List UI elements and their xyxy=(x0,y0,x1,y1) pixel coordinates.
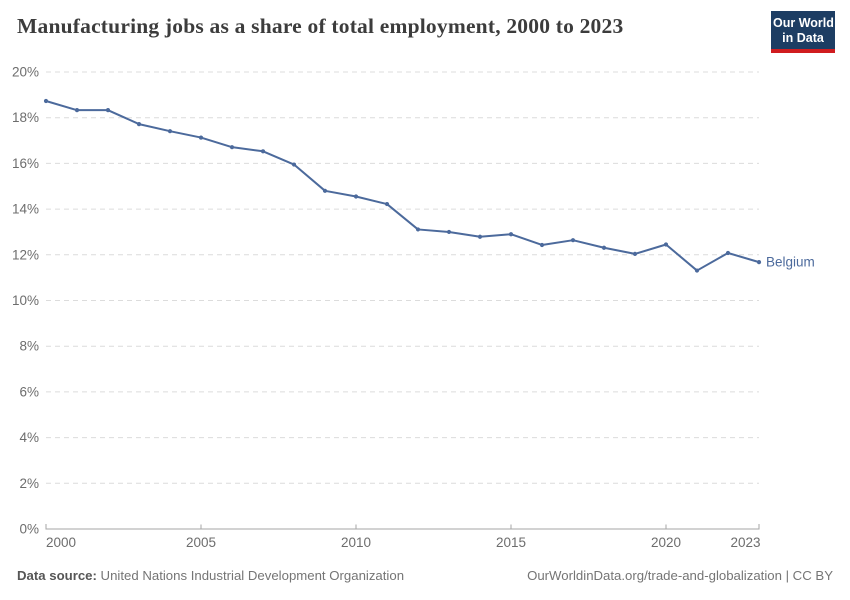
data-point xyxy=(260,149,266,154)
data-point xyxy=(167,129,173,134)
owid-logo-line2: in Data xyxy=(782,30,824,45)
x-axis-tick-label: 2000 xyxy=(46,535,76,550)
x-axis-tick-label: 2020 xyxy=(651,535,681,550)
data-point xyxy=(570,238,576,243)
data-point xyxy=(198,135,204,140)
chart-footer: Data source: United Nations Industrial D… xyxy=(17,568,833,583)
x-axis-tick-label: 2005 xyxy=(186,535,216,550)
data-point xyxy=(136,121,142,127)
data-point xyxy=(415,227,421,232)
series-line xyxy=(45,100,760,272)
data-point xyxy=(663,242,669,247)
y-axis-tick-label: 18% xyxy=(12,110,39,125)
data-source-label: Data source: xyxy=(17,568,97,583)
owid-logo[interactable]: Our World in Data xyxy=(771,11,835,53)
y-axis-tick-label: 20% xyxy=(12,65,39,80)
data-point xyxy=(105,108,111,113)
series-end-label: Belgium xyxy=(766,255,815,270)
owid-logo-line1: Our World xyxy=(773,16,834,30)
page-title: Manufacturing jobs as a share of total e… xyxy=(17,14,624,38)
y-axis-tick-label: 4% xyxy=(19,430,39,445)
data-point xyxy=(601,245,607,250)
credit-link[interactable]: OurWorldinData.org/trade-and-globalizati… xyxy=(527,568,833,583)
data-source: Data source: United Nations Industrial D… xyxy=(17,568,404,583)
data-point xyxy=(508,232,514,237)
x-axis-tick-label: 2010 xyxy=(341,535,371,550)
data-point xyxy=(756,260,762,265)
data-point xyxy=(725,250,731,256)
x-axis-line xyxy=(45,524,760,530)
y-axis-tick-label: 10% xyxy=(12,293,39,308)
data-point xyxy=(446,229,452,235)
y-axis-tick-label: 12% xyxy=(12,247,39,262)
x-axis-tick-label: 2023 xyxy=(730,535,760,550)
data-point xyxy=(694,268,700,273)
y-axis-tick-label: 16% xyxy=(12,156,39,171)
y-axis-tick-label: 2% xyxy=(19,476,39,491)
y-axis-tick-label: 6% xyxy=(19,384,39,399)
data-point xyxy=(384,201,390,207)
data-point xyxy=(291,162,297,167)
data-point xyxy=(43,98,49,104)
data-point xyxy=(353,194,359,199)
data-point xyxy=(74,108,80,113)
data-point xyxy=(477,234,483,239)
data-point xyxy=(229,145,235,150)
data-point xyxy=(632,251,638,256)
data-source-value: United Nations Industrial Development Or… xyxy=(96,568,405,583)
y-axis-tick-label: 8% xyxy=(19,339,39,354)
y-axis-tick-label: 0% xyxy=(19,522,39,537)
data-point xyxy=(539,242,545,248)
x-axis-tick-label: 2015 xyxy=(496,535,526,550)
y-axis-tick-label: 14% xyxy=(12,202,39,217)
data-point xyxy=(322,188,328,193)
